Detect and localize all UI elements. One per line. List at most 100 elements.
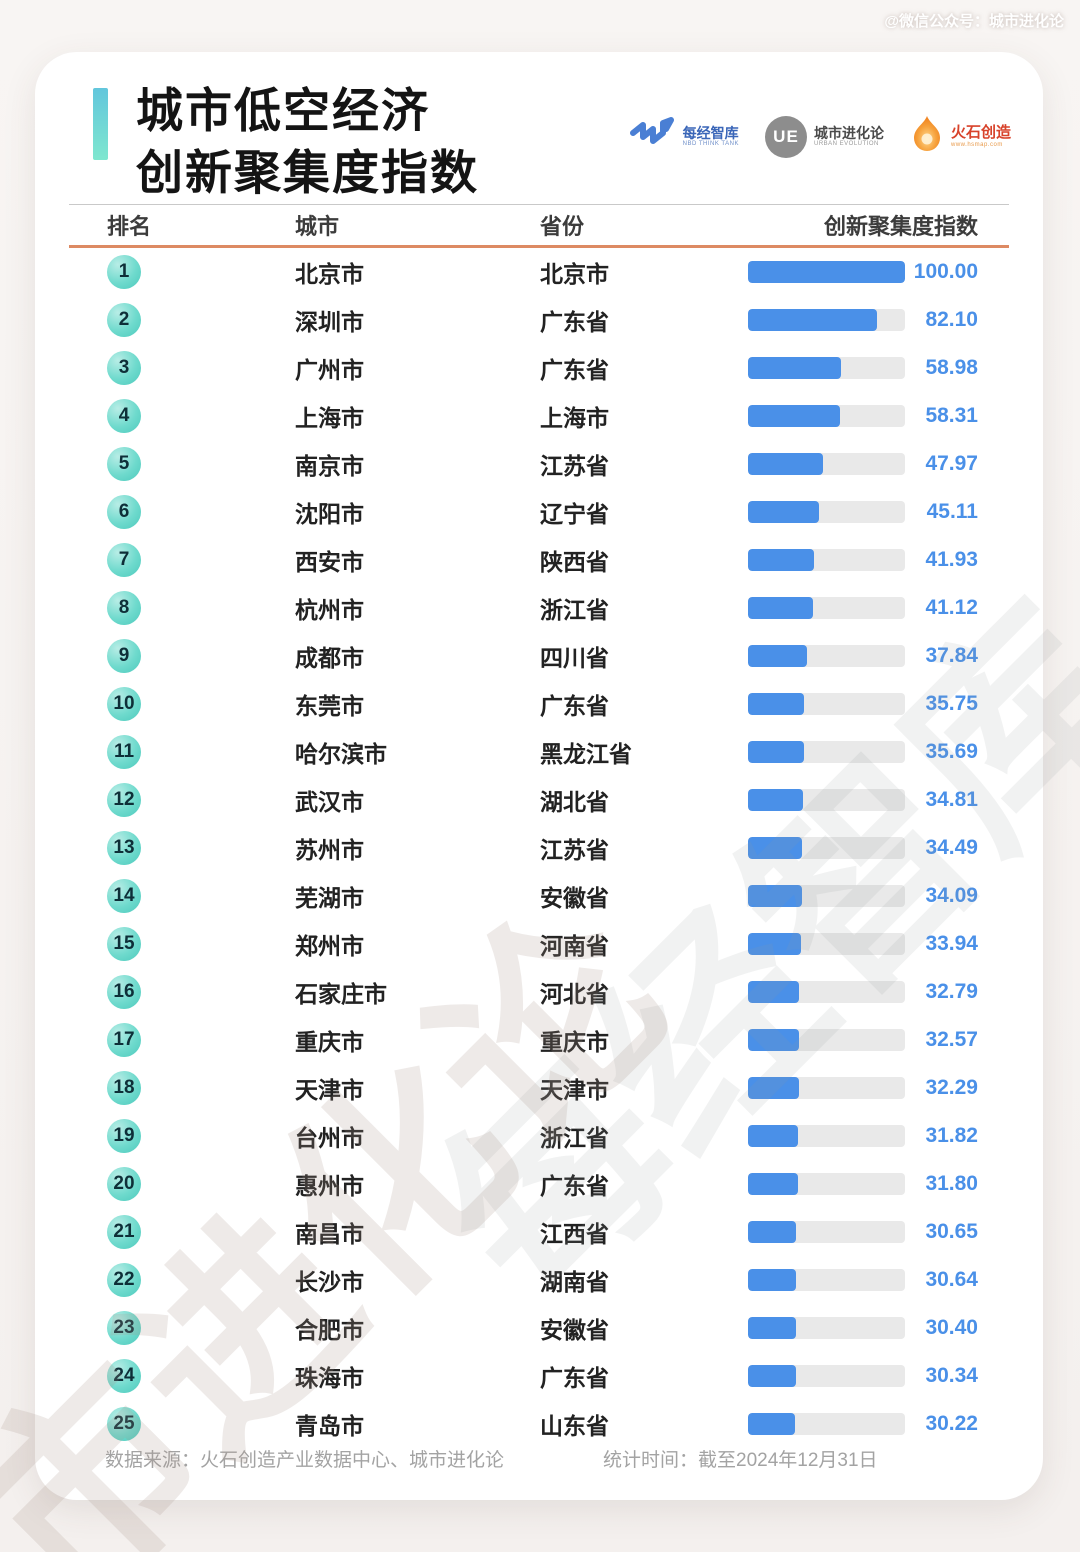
index-bar-track: [748, 1365, 905, 1387]
ue-logo-text: 城市进化论: [813, 125, 884, 141]
rank-number: 13: [113, 837, 135, 858]
index-bar-track: [748, 1269, 905, 1291]
city-name: 长沙市: [295, 1269, 364, 1295]
index-value: 35.69: [925, 740, 978, 763]
statistics-period-label: 统计时间：截至2024年12月31日: [603, 1450, 878, 1471]
index-bar-fill: [748, 261, 905, 283]
index-bar-fill: [748, 501, 819, 523]
table-row: 22 长沙市 湖南省 30.64: [35, 1256, 1043, 1304]
table-row: 12 武汉市 湖北省 34.81: [35, 776, 1043, 824]
rank-number: 15: [113, 933, 135, 954]
index-bar-fill: [748, 1317, 796, 1339]
rank-badge: 17: [107, 1023, 141, 1057]
index-value: 100.00: [913, 260, 978, 283]
city-name: 芜湖市: [295, 885, 364, 911]
table-row: 4 上海市 上海市 58.31: [35, 392, 1043, 440]
table-row: 14 芜湖市 安徽省 34.09: [35, 872, 1043, 920]
data-source-label: 数据来源：火石创造产业数据中心、城市进化论: [105, 1450, 505, 1471]
table-row: 8 杭州市 浙江省 41.12: [35, 584, 1043, 632]
province-name: 四川省: [540, 645, 609, 671]
index-value: 30.64: [925, 1268, 978, 1291]
index-bar-fill: [748, 453, 824, 475]
chart-card: 城市低空经济 创新聚集度指数 每经智库 NBD THINK TANK UE: [35, 52, 1043, 1500]
province-name: 山东省: [540, 1413, 609, 1439]
province-name: 天津市: [540, 1077, 609, 1103]
rank-number: 21: [113, 1221, 135, 1242]
table-row: 15 郑州市 河南省 33.94: [35, 920, 1043, 968]
index-bar-track: [748, 933, 905, 955]
province-name: 江西省: [540, 1221, 609, 1247]
rank-badge: 9: [107, 639, 141, 673]
city-name: 沈阳市: [295, 501, 364, 527]
index-bar-track: [748, 1221, 905, 1243]
rank-badge: 13: [107, 831, 141, 865]
rank-number: 18: [113, 1077, 135, 1098]
title-accent-bar: [93, 88, 108, 160]
index-bar-track: [748, 309, 905, 331]
nbd-logo-subtext: NBD THINK TANK: [682, 141, 739, 148]
index-bar-track: [748, 1317, 905, 1339]
partner-logos: 每经智库 NBD THINK TANK UE 城市进化论 URBAN EVOLU…: [629, 114, 1011, 159]
province-name: 辽宁省: [540, 501, 609, 527]
table-row: 21 南昌市 江西省 30.65: [35, 1208, 1043, 1256]
index-value: 58.98: [925, 356, 978, 379]
index-bar-track: [748, 1029, 905, 1051]
city-name: 上海市: [295, 405, 364, 431]
province-name: 广东省: [540, 1365, 609, 1391]
city-name: 东莞市: [295, 693, 364, 719]
rank-number: 1: [118, 261, 130, 282]
province-name: 浙江省: [540, 1125, 609, 1151]
index-value: 41.12: [925, 596, 978, 619]
index-bar-track: [748, 837, 905, 859]
index-value: 35.75: [925, 692, 978, 715]
rank-badge: 6: [107, 495, 141, 529]
nbd-logo-text: 每经智库: [682, 125, 739, 141]
table-row: 20 惠州市 广东省 31.80: [35, 1160, 1043, 1208]
rank-number: 12: [113, 789, 135, 810]
city-name: 北京市: [295, 261, 364, 287]
rank-number: 4: [118, 405, 130, 426]
huoshi-logo-subtext: www.hsmap.com: [950, 141, 1003, 148]
index-bar-track: [748, 501, 905, 523]
logo-huoshi-chuangzao: 火石创造 www.hsmap.com: [910, 114, 1011, 159]
province-name: 浙江省: [540, 597, 609, 623]
rank-number: 23: [113, 1317, 135, 1338]
index-bar-track: [748, 1413, 905, 1435]
rank-badge: 5: [107, 447, 141, 481]
index-bar-track: [748, 261, 905, 283]
title-line-1: 城市低空经济: [136, 84, 430, 137]
province-name: 重庆市: [540, 1029, 609, 1055]
index-bar-fill: [748, 1365, 796, 1387]
table-row: 6 沈阳市 辽宁省 45.11: [35, 488, 1043, 536]
rank-badge: 18: [107, 1071, 141, 1105]
table-row: 10 东莞市 广东省 35.75: [35, 680, 1043, 728]
ue-monogram-icon: UE: [764, 115, 807, 158]
table-row: 23 合肥市 安徽省 30.40: [35, 1304, 1043, 1352]
nbd-wave-icon: [629, 117, 676, 156]
rank-number: 22: [113, 1269, 135, 1290]
index-bar-fill: [748, 1173, 798, 1195]
index-bar-track: [748, 1173, 905, 1195]
index-value: 37.84: [925, 644, 978, 667]
rank-badge: 23: [107, 1311, 141, 1345]
index-bar-track: [748, 1077, 905, 1099]
table-row: 3 广州市 广东省 58.98: [35, 344, 1043, 392]
rank-number: 17: [113, 1029, 135, 1050]
rank-number: 7: [118, 549, 130, 570]
index-bar-track: [748, 693, 905, 715]
index-value: 41.93: [925, 548, 978, 571]
ue-logo-subtext: URBAN EVOLUTION: [813, 141, 879, 148]
index-bar-fill: [748, 693, 805, 715]
rank-number: 3: [118, 357, 130, 378]
logo-urban-evolution: UE 城市进化论 URBAN EVOLUTION: [764, 115, 884, 158]
province-name: 陕西省: [540, 549, 609, 575]
column-header-rank: 排名: [107, 214, 152, 239]
index-value: 58.31: [925, 404, 978, 427]
table-row: 25 青岛市 山东省 30.22: [35, 1400, 1043, 1448]
index-bar-fill: [748, 789, 803, 811]
index-bar-track: [748, 405, 905, 427]
rank-number: 24: [113, 1365, 135, 1386]
index-value: 47.97: [925, 452, 978, 475]
rank-badge: 15: [107, 927, 141, 961]
